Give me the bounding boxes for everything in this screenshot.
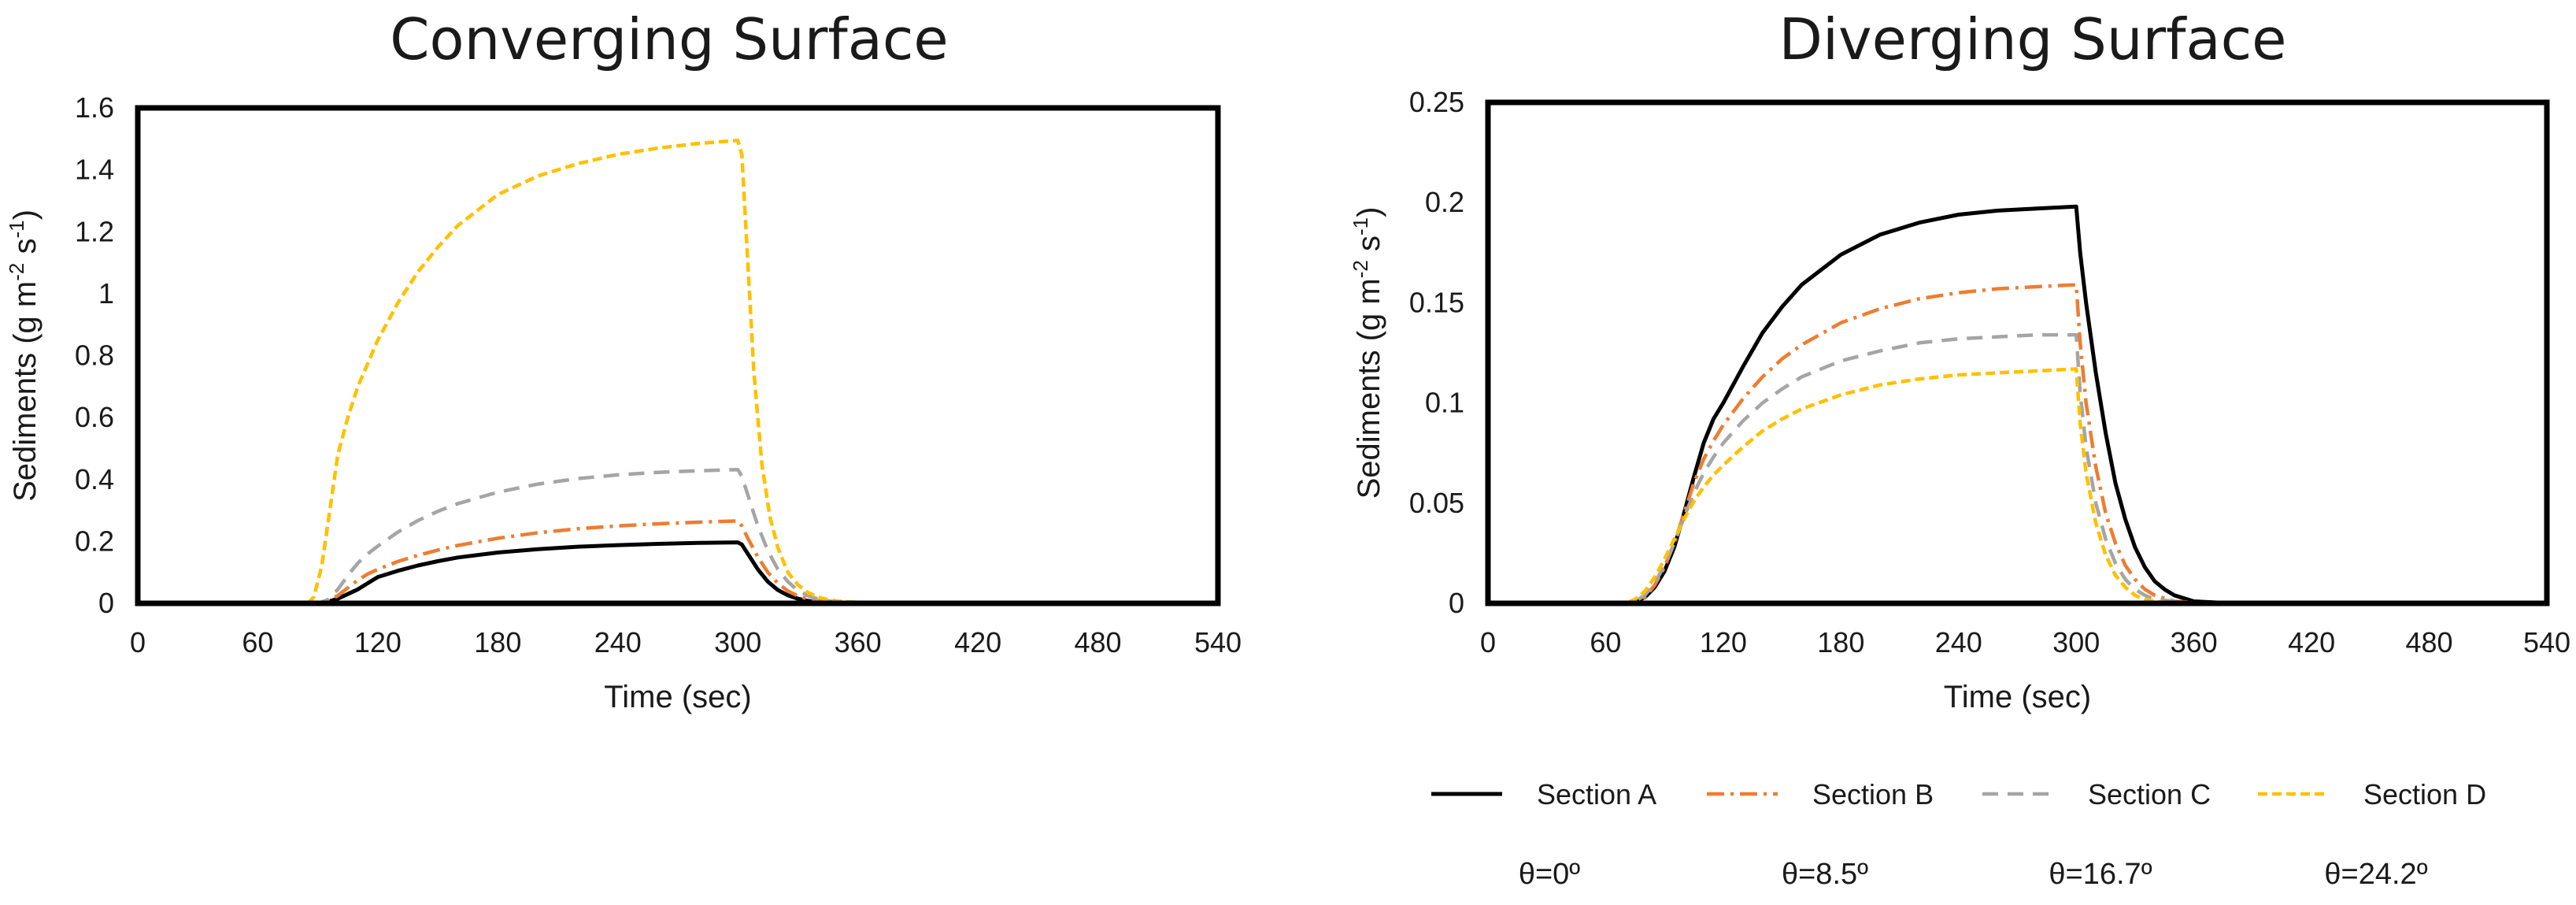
x-tick-label: 360 [835, 626, 882, 658]
x-tick-label: 300 [2052, 626, 2100, 658]
x-tick-label: 480 [2406, 626, 2453, 658]
series-line-section-c [1488, 332, 2547, 606]
converging-chart: Converging Surface 0 0.2 0.4 0.6 0.8 1 1.2 1.4 1.… [5, 6, 1242, 714]
series-line-section-a [1488, 204, 2547, 606]
y-tick-label: 0.15 [1409, 286, 1464, 318]
chart-title: Diverging Surface [1779, 6, 2287, 72]
x-axis-label: Time (sec) [604, 680, 751, 714]
series-group [138, 139, 1218, 606]
y-axis-label: Sediments (g m-2 s-1) [1349, 207, 1386, 499]
x-tick-label: 240 [594, 626, 642, 658]
y-tick-label: 0.2 [1425, 186, 1464, 218]
legend-label: Section B [1812, 778, 1934, 810]
x-axis-label: Time (sec) [1944, 680, 2091, 714]
x-tick-label: 240 [1935, 626, 1982, 658]
x-tick-label: 540 [1194, 626, 1242, 658]
y-tick-label: 0 [1449, 587, 1464, 619]
x-tick-label: 0 [1480, 626, 1496, 658]
y-tick-label: 1.4 [75, 154, 114, 186]
x-tick-label: 420 [954, 626, 1001, 658]
x-tick-label: 180 [474, 626, 521, 658]
theta-label: θ=24.2º [2324, 858, 2427, 891]
legend-label: Section C [2088, 778, 2211, 810]
series-line-section-d [1488, 367, 2547, 606]
x-tick-label: 180 [1817, 626, 1864, 658]
plot-frame [1485, 99, 2550, 606]
y-tick-label: 0.25 [1409, 86, 1464, 118]
series-group [1488, 204, 2547, 606]
series-line-section-d [138, 139, 1218, 606]
y-tick-label: 1.6 [75, 91, 114, 124]
theta-label: θ=8.5º [1782, 858, 1868, 891]
chart-title: Converging Surface [390, 6, 948, 72]
y-tick-label: 0.2 [75, 525, 114, 557]
x-tick-label: 120 [354, 626, 402, 658]
x-tick-label: 0 [130, 626, 146, 658]
series-line-section-b [1488, 283, 2547, 606]
y-tick-label: 1.2 [75, 215, 114, 247]
theta-label: θ=0º [1519, 858, 1580, 891]
x-tick-label: 300 [714, 626, 761, 658]
series-line-section-b [138, 519, 1218, 606]
x-tick-label: 480 [1075, 626, 1122, 658]
y-tick-label: 0.05 [1409, 487, 1464, 519]
legend-label: Section D [2363, 778, 2486, 810]
x-tick-label: 360 [2171, 626, 2218, 658]
theta-label: θ=16.7º [2049, 858, 2152, 891]
y-axis-label: Sediments (g m-2 s-1) [5, 210, 43, 502]
y-tick-label: 1 [98, 277, 114, 310]
y-tick-label: 0.4 [75, 463, 114, 495]
legend-label: Section A [1537, 778, 1656, 810]
diverging-chart: Diverging Surface 0 0.05 0.1 0.15 0.2 0.25 0 60 1… [1349, 6, 2570, 714]
y-tick-label: 0.8 [75, 339, 114, 372]
x-tick-label: 540 [2523, 626, 2570, 658]
legend: Section A θ=0º Section B θ=8.5º Section C θ=1… [1431, 778, 2486, 891]
y-tick-label: 0.1 [1425, 387, 1464, 419]
plot-frame [135, 105, 1221, 606]
x-tick-label: 420 [2288, 626, 2335, 658]
series-line-section-a [138, 540, 1218, 606]
series-line-section-c [138, 467, 1218, 606]
x-tick-label: 120 [1700, 626, 1747, 658]
y-tick-label: 0.6 [75, 401, 114, 433]
x-tick-label: 60 [242, 626, 273, 658]
x-tick-label: 60 [1590, 626, 1621, 658]
y-tick-label: 0 [98, 587, 114, 619]
